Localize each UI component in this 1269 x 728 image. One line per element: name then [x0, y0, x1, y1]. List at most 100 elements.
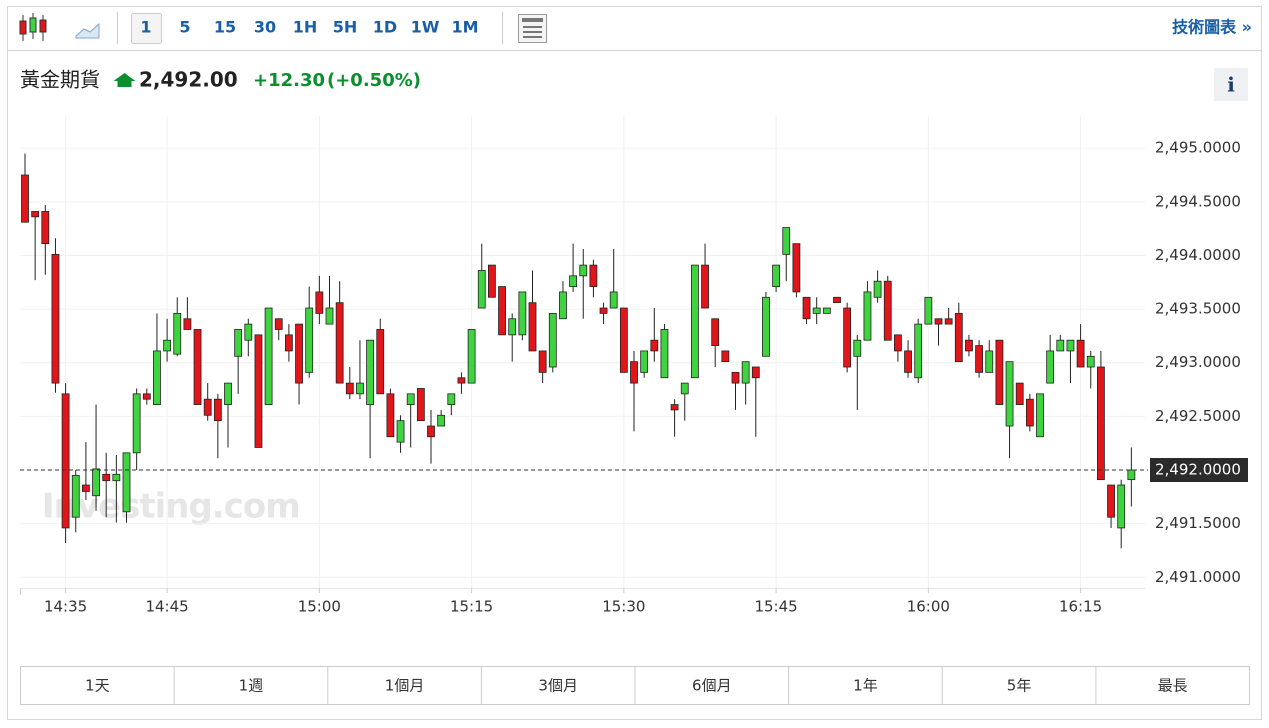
- candle-body: [295, 323, 303, 384]
- candle-body: [335, 302, 344, 384]
- candle-body: [1015, 382, 1024, 405]
- range-button[interactable]: 1個月: [385, 677, 425, 695]
- candle-body: [234, 329, 243, 357]
- change-percent: (+0.50%): [327, 70, 421, 91]
- range-button[interactable]: 3個月: [538, 677, 578, 695]
- interval-button[interactable]: 30: [254, 18, 276, 37]
- candle-body: [741, 361, 750, 384]
- candle-body: [518, 291, 527, 336]
- candle-body: [894, 334, 902, 352]
- candle-body: [416, 388, 425, 422]
- candle-body: [356, 382, 364, 395]
- candle-body: [853, 339, 862, 357]
- candle-body: [538, 350, 547, 373]
- candle-body: [640, 350, 649, 373]
- watermark: Investing.com: [42, 487, 300, 527]
- candle-body: [619, 307, 628, 373]
- y-tick-label: 2,493.0000: [1155, 353, 1241, 371]
- candle-body: [1056, 339, 1065, 352]
- candle-icon[interactable]: [19, 13, 47, 41]
- interval-button[interactable]: 1: [140, 18, 151, 37]
- candle-body: [762, 296, 770, 357]
- candle-body: [934, 318, 943, 325]
- info-button[interactable]: [1214, 68, 1248, 101]
- candle-body: [31, 211, 40, 218]
- candle-body: [1076, 339, 1085, 368]
- candle-body: [1127, 469, 1136, 481]
- candle-body: [305, 307, 314, 373]
- range-button[interactable]: 1天: [85, 677, 110, 695]
- candle-body: [944, 318, 953, 325]
- y-tick-label: 2,491.0000: [1155, 568, 1241, 586]
- x-tick-label: 15:15: [450, 598, 493, 616]
- range-button[interactable]: 最長: [1158, 677, 1188, 695]
- interval-button[interactable]: 1H: [293, 18, 318, 37]
- last-price-label: 2,492.0000: [1155, 461, 1241, 479]
- candle-body: [1086, 355, 1095, 368]
- interval-button[interactable]: 5: [179, 18, 190, 37]
- candle-body: [802, 296, 811, 320]
- interval-button[interactable]: 1D: [373, 18, 397, 37]
- candle-body: [213, 398, 222, 422]
- candle-body: [701, 264, 709, 309]
- candle-body: [437, 414, 446, 427]
- candle-body: [457, 377, 466, 384]
- candle-body: [1097, 366, 1105, 481]
- candle-body: [548, 312, 557, 368]
- candle-body: [315, 291, 324, 314]
- candle-body: [1005, 361, 1014, 427]
- candle-body: [427, 425, 435, 438]
- candle-body: [731, 371, 740, 384]
- area-icon[interactable]: [75, 22, 100, 39]
- range-button[interactable]: 1年: [853, 677, 878, 695]
- candle-body: [670, 404, 679, 411]
- x-tick-label: 14:35: [44, 598, 87, 616]
- candle-body: [447, 393, 456, 405]
- candle-body: [487, 264, 496, 298]
- range-button[interactable]: 6個月: [692, 677, 732, 695]
- candle-body: [467, 329, 476, 384]
- candle-body: [569, 275, 577, 287]
- candle-body: [528, 302, 537, 352]
- range-button[interactable]: 5年: [1007, 677, 1032, 695]
- candle-body: [924, 296, 933, 325]
- candle-body: [711, 318, 720, 346]
- x-tick-label: 15:30: [602, 598, 645, 616]
- candle-body: [203, 398, 212, 416]
- candle-body: [386, 393, 395, 438]
- y-tick-label: 2,493.5000: [1155, 300, 1241, 318]
- interval-button[interactable]: 1M: [451, 18, 478, 37]
- candle-body: [376, 329, 385, 395]
- candle-body: [1117, 484, 1126, 529]
- candle-body: [51, 253, 60, 384]
- y-tick-label: 2,492.5000: [1155, 407, 1241, 425]
- table-icon[interactable]: [518, 14, 547, 43]
- candle-body: [995, 339, 1004, 405]
- candle-body: [975, 345, 983, 373]
- interval-button[interactable]: 15: [214, 18, 236, 37]
- range-button[interactable]: 1週: [239, 677, 264, 695]
- candle-body: [599, 307, 608, 314]
- candle-body: [822, 307, 831, 314]
- candle-body: [589, 264, 598, 287]
- candle-body: [812, 307, 821, 314]
- x-tick-label: 15:00: [298, 598, 341, 616]
- interval-button[interactable]: 5H: [333, 18, 358, 37]
- technical-chart-link[interactable]: 技術圖表 »: [1172, 18, 1252, 37]
- x-tick-label: 16:15: [1059, 598, 1102, 616]
- x-tick-label: 15:45: [754, 598, 797, 616]
- candle-body: [863, 291, 872, 341]
- instrument-name: 黃金期貨: [20, 68, 100, 92]
- info-icon[interactable]: i: [1227, 73, 1235, 97]
- candle-body: [904, 350, 912, 373]
- candle-body: [224, 382, 232, 405]
- candle-body: [559, 291, 567, 320]
- candle-body: [264, 307, 273, 405]
- x-tick-label: 14:45: [145, 598, 188, 616]
- interval-button[interactable]: 1W: [411, 18, 440, 37]
- candle-body: [254, 334, 263, 448]
- y-tick-label: 2,494.5000: [1155, 192, 1241, 210]
- candle-body: [630, 361, 638, 384]
- candle-body: [41, 211, 50, 245]
- candle-body: [173, 312, 182, 355]
